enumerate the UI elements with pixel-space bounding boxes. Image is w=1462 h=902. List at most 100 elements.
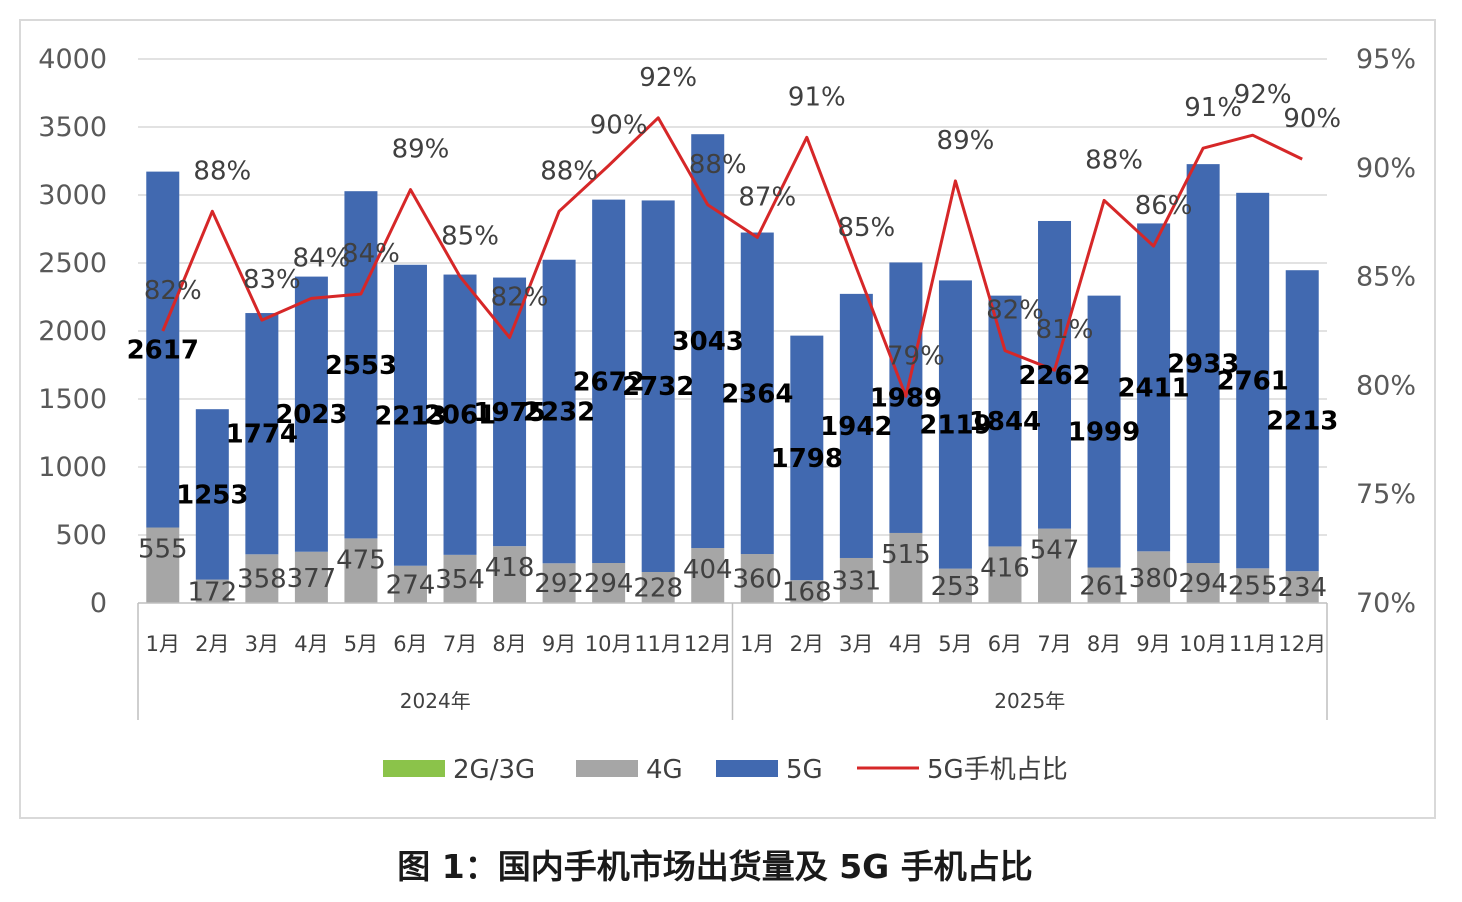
legend-item[interactable]: 5G <box>716 755 823 785</box>
data-label-5g: 1798 <box>771 444 843 474</box>
bar-4g <box>1087 567 1121 603</box>
data-label-share: 88% <box>1085 145 1143 175</box>
data-label-share: 85% <box>441 222 499 252</box>
bar-4g <box>1236 568 1270 603</box>
bar-5g <box>938 280 972 569</box>
bar-4g <box>839 557 873 603</box>
bar-5g <box>790 335 824 581</box>
y-right-tick-label: 95% <box>1356 44 1416 75</box>
bar-4g <box>146 527 180 603</box>
data-label-share: 88% <box>193 156 251 186</box>
data-label-5g: 2232 <box>523 398 595 428</box>
bar-5g <box>1038 220 1072 529</box>
data-label-4g: 416 <box>980 553 1030 583</box>
x-group-label-year: 2024年 <box>400 689 471 713</box>
data-label-4g: 547 <box>1030 536 1080 566</box>
data-labels: 555261782%172125388%358177483%377202384%… <box>127 63 1342 608</box>
x-tick-label: 4月 <box>889 632 923 656</box>
bar-4g <box>641 571 675 603</box>
data-label-share: 82% <box>491 283 549 313</box>
x-tick-label: 8月 <box>492 632 526 656</box>
gridlines <box>138 58 1327 536</box>
bar-4g <box>393 565 427 603</box>
data-label-5g: 1844 <box>969 407 1041 437</box>
right-axis-ticks: 70% 75% 80% 85% 90% 95% <box>1356 44 1416 619</box>
data-label-5g: 2553 <box>325 351 397 381</box>
y-left-tick-label: 4000 <box>38 44 107 75</box>
data-label-5g: 2364 <box>721 379 793 409</box>
data-label-4g: 255 <box>1228 572 1278 602</box>
data-label-5g: 2732 <box>622 372 694 402</box>
data-label-4g: 294 <box>584 569 634 599</box>
data-label-share: 85% <box>837 213 895 243</box>
data-label-4g: 360 <box>732 565 782 595</box>
x-tick-label: 5月 <box>938 632 972 656</box>
data-label-5g: 1975 <box>473 398 545 428</box>
x-tick-label: 11月 <box>634 632 682 656</box>
bar-4g <box>938 568 972 603</box>
data-label-share: 86% <box>1135 191 1193 221</box>
bar-4g <box>988 546 1022 603</box>
bar-4g <box>344 538 378 603</box>
bar-4g <box>245 554 279 603</box>
bar-4g <box>1137 551 1171 603</box>
data-label-5g: 1253 <box>176 480 248 510</box>
share-line-path <box>161 116 1303 398</box>
bar-4g <box>493 546 527 603</box>
bar-5g <box>1087 295 1121 568</box>
legend-label: 5G <box>786 755 823 785</box>
data-label-4g: 292 <box>534 569 584 599</box>
data-label-4g: 234 <box>1277 573 1327 603</box>
x-tick-label: 5月 <box>344 632 378 656</box>
data-label-share: 79% <box>887 341 945 371</box>
x-tick-label: 6月 <box>988 632 1022 656</box>
data-label-4g: 515 <box>881 540 931 570</box>
bar-4g <box>1285 571 1319 603</box>
legend[interactable]: 2G/3G 4G 5G 5G手机占比 <box>383 755 1068 785</box>
data-label-share: 89% <box>392 135 450 165</box>
bar-5g <box>344 191 378 539</box>
data-label-share: 87% <box>738 182 796 212</box>
x-tick-label: 1月 <box>740 632 774 656</box>
data-label-share: 82% <box>986 296 1044 326</box>
bar-5g <box>839 293 873 558</box>
data-label-5g: 2617 <box>127 336 199 366</box>
legend-item[interactable]: 4G <box>576 755 683 785</box>
data-label-share: 90% <box>590 111 648 141</box>
bar-4g <box>443 554 477 603</box>
x-tick-label: 10月 <box>1179 632 1227 656</box>
legend-item[interactable]: 2G/3G <box>383 755 535 785</box>
y-left-tick-label: 3500 <box>38 112 107 143</box>
bar-5g <box>195 409 229 580</box>
y-right-tick-label: 75% <box>1356 479 1416 510</box>
bar-4g <box>889 532 923 603</box>
x-tick-label: 1月 <box>146 632 180 656</box>
x-tick-label: 7月 <box>443 632 477 656</box>
legend-swatch <box>716 760 778 777</box>
bar-5g <box>1186 164 1220 564</box>
x-tick-label: 12月 <box>684 632 732 656</box>
x-tick-label: 6月 <box>393 632 427 656</box>
data-label-share: 90% <box>1283 104 1341 134</box>
legend-item[interactable]: 5G手机占比 <box>857 755 1068 785</box>
data-label-5g: 2262 <box>1018 361 1090 391</box>
x-tick-label: 3月 <box>839 632 873 656</box>
bar-5g <box>542 259 576 564</box>
y-right-tick-label: 80% <box>1356 370 1416 401</box>
data-label-4g: 294 <box>1178 569 1228 599</box>
y-right-tick-label: 85% <box>1356 262 1416 293</box>
data-label-4g: 404 <box>683 555 733 585</box>
x-tick-label: 12月 <box>1278 632 1326 656</box>
data-label-4g: 418 <box>485 553 535 583</box>
data-label-5g: 2061 <box>424 401 496 431</box>
y-left-tick-label: 2500 <box>38 248 107 279</box>
data-label-5g: 1989 <box>870 384 942 414</box>
y-left-tick-label: 1000 <box>38 452 107 483</box>
data-label-share: 91% <box>1184 93 1242 123</box>
data-label-5g: 2672 <box>572 367 644 397</box>
data-label-share: 89% <box>937 126 995 156</box>
data-label-share: 88% <box>540 156 598 186</box>
x-tick-label: 11月 <box>1229 632 1277 656</box>
figure-caption: 图 1：国内手机市场出货量及 5G 手机占比 <box>397 847 1033 886</box>
x-tick-label: 4月 <box>294 632 328 656</box>
